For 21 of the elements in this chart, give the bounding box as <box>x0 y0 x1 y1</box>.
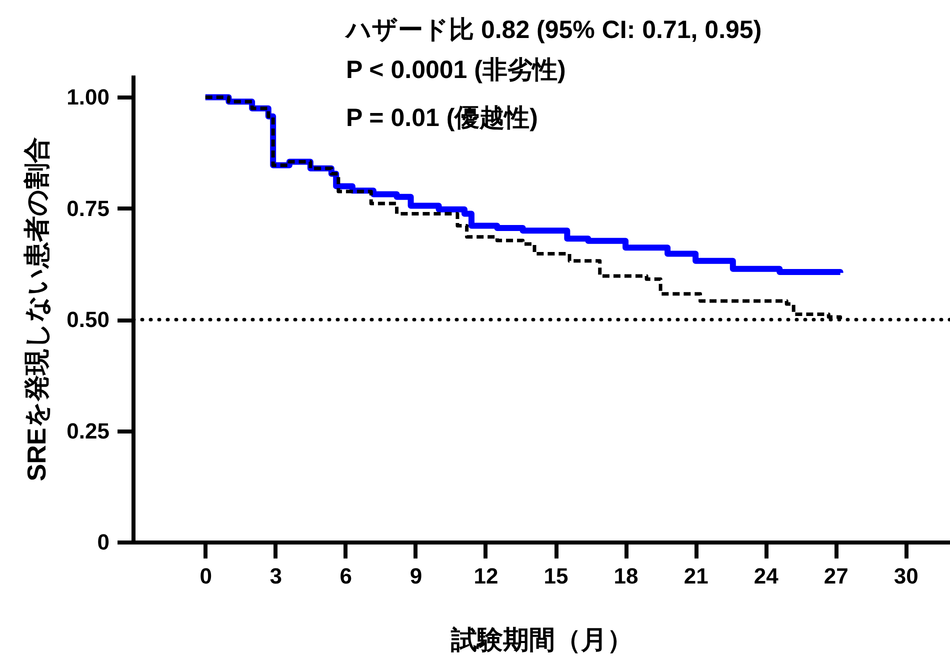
x-tick-label: 12 <box>474 564 498 588</box>
y-tick-label: 0.25 <box>66 418 110 444</box>
y-tick-label: 0.75 <box>66 196 110 221</box>
x-tick-label: 15 <box>544 564 568 588</box>
annotation: P < 0.0001 (非劣性) <box>346 56 566 84</box>
x-tick-label: 3 <box>270 564 282 588</box>
x-tick-label: 21 <box>684 564 708 588</box>
y-tick-label: 0 <box>97 530 110 554</box>
annotation: P = 0.01 (優越性) <box>346 104 538 132</box>
x-axis-title: 試験期間（月） <box>450 624 633 654</box>
x-tick-label: 0 <box>200 564 212 588</box>
y-axis-title: SREを発現しない患者の割合 <box>22 136 52 482</box>
x-tick-label: 27 <box>824 564 848 588</box>
y-tick-label: 1.00 <box>66 84 110 110</box>
y-tick-label: 0.50 <box>66 307 110 332</box>
x-tick-label: 18 <box>614 564 638 588</box>
x-tick-label: 24 <box>754 564 780 588</box>
text: ハザード比 0.82 (95% CI: 0.71, 0.95) <box>344 16 762 44</box>
x-tick-label: 6 <box>340 564 352 588</box>
x-tick-label: 30 <box>894 564 918 588</box>
x-tick-label: 9 <box>410 564 422 588</box>
